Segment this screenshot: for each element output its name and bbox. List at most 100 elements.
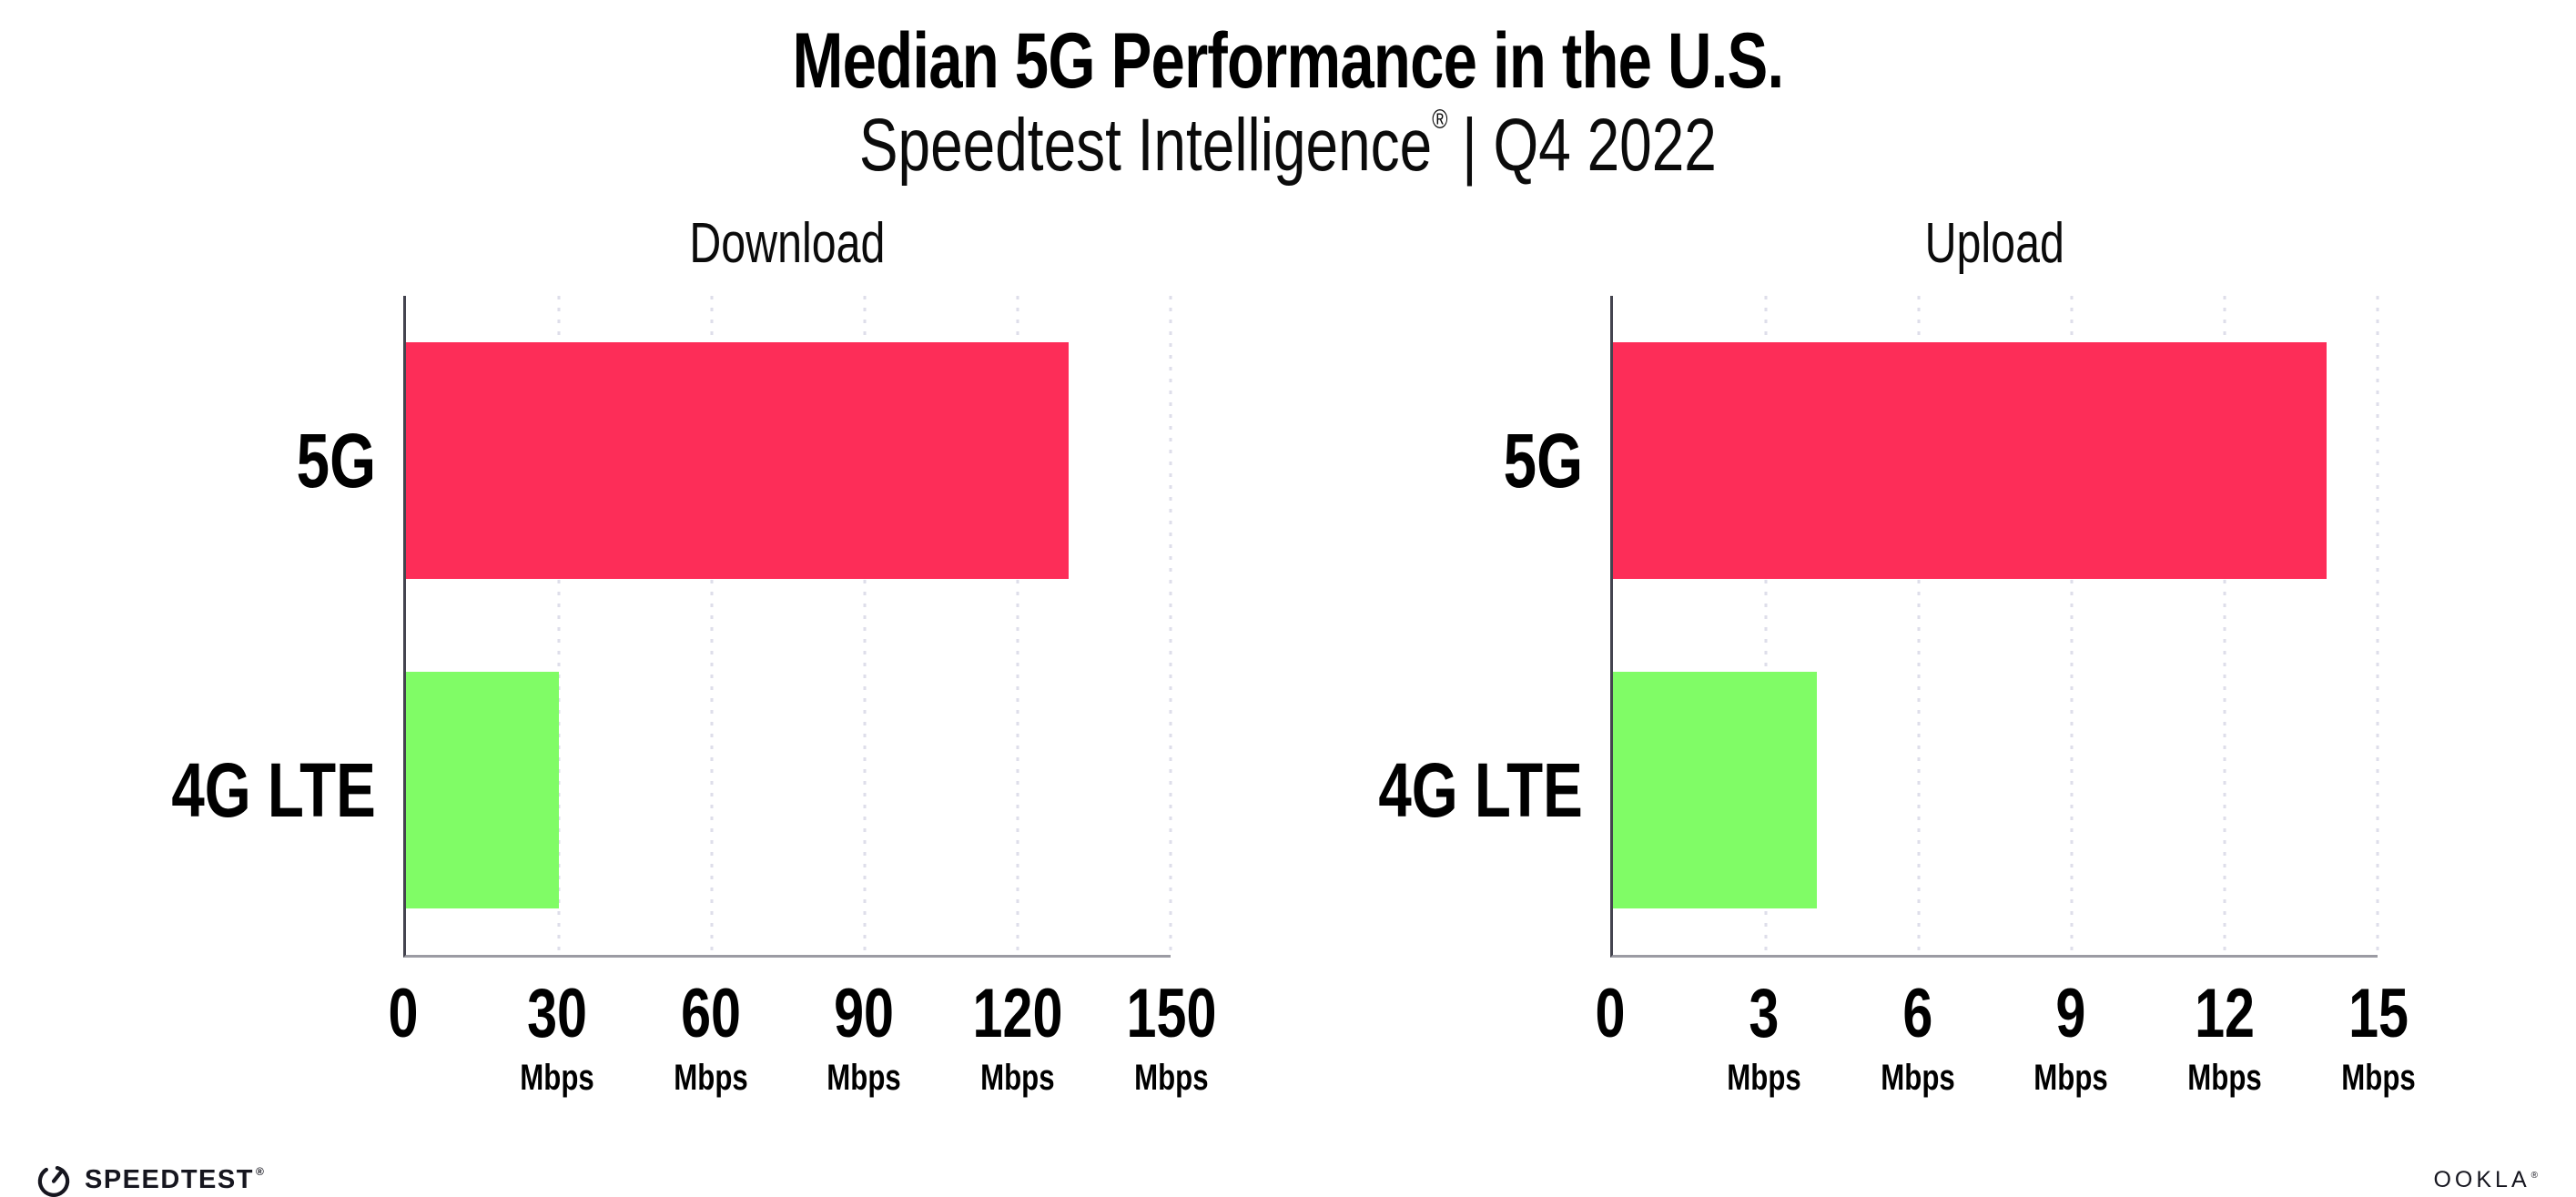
x-tick-12: 12 Mbps	[2177, 979, 2272, 1097]
speedtest-wordmark-text: SPEEDTEST	[85, 1164, 254, 1194]
page-title-text: Median 5G Performance in the U.S.	[792, 17, 1785, 105]
x-tick-unit: Mbps	[960, 1060, 1076, 1096]
bar-4g-lte	[406, 672, 559, 909]
x-tick-value-text: 60	[680, 975, 741, 1053]
category-label-band: 4G LTE	[1346, 625, 1610, 955]
upload-plot-area	[1610, 296, 2379, 959]
upload-plot-wrap: 5G 4G LTE	[1346, 296, 2379, 959]
x-tick-value-text: 0	[388, 975, 419, 1053]
x-tick-value-text: 120	[972, 975, 1063, 1053]
download-plot-area	[403, 296, 1172, 959]
x-tick-unit-text: Mbps	[1134, 1058, 1209, 1099]
gridline-90	[863, 296, 867, 956]
speedtest-logo: SPEEDTEST ®	[35, 1161, 265, 1197]
x-tick-value-text: 9	[2055, 975, 2086, 1053]
x-tick-value-text: 0	[1595, 975, 1626, 1053]
x-tick-value: 90	[816, 979, 911, 1049]
category-label: 4G LTE	[1378, 747, 1583, 834]
ookla-wordmark-text: OOKLA	[2433, 1166, 2530, 1192]
category-label: 4G LTE	[171, 747, 376, 834]
download-category-labels: 5G 4G LTE	[139, 296, 403, 958]
x-tick-value-text: 6	[1902, 975, 1933, 1053]
x-tick-unit-text: Mbps	[2341, 1058, 2416, 1099]
gridline-60	[710, 296, 714, 956]
category-label: 5G	[1503, 418, 1583, 504]
bar-5g	[1613, 342, 2327, 580]
upload-chart-title: Upload	[1610, 216, 2378, 272]
ookla-registered-mark: ®	[2530, 1170, 2541, 1181]
x-tick-unit: Mbps	[1114, 1060, 1230, 1096]
bar-band	[1613, 296, 2378, 625]
category-label-band: 5G	[139, 296, 403, 625]
x-tick-150: 150 Mbps	[1114, 979, 1230, 1097]
gridline-6	[1917, 296, 1921, 956]
subtitle-period: | Q4 2022	[1462, 104, 1717, 188]
x-tick-value-text: 12	[2195, 975, 2256, 1053]
x-tick-60: 60 Mbps	[663, 979, 757, 1099]
registered-trademark-symbol: ®	[1432, 105, 1448, 136]
speedtest-registered-mark: ®	[255, 1164, 266, 1178]
gridline-150	[1169, 296, 1172, 956]
x-tick-unit-text: Mbps	[1727, 1058, 1801, 1099]
header: Median 5G Performance in the U.S. Speedt…	[0, 20, 2576, 185]
x-tick-unit-text: Mbps	[2033, 1058, 2109, 1099]
x-tick-3: 3 Mbps	[1717, 975, 1811, 1097]
x-tick-unit: Mbps	[1870, 1060, 1964, 1096]
gridline-3	[1764, 296, 1768, 956]
x-tick-unit: Mbps	[816, 1060, 911, 1096]
bar-band	[406, 296, 1171, 625]
x-tick-unit: Mbps	[510, 1060, 604, 1096]
page-title: Median 5G Performance in the U.S.	[0, 17, 2576, 105]
gridline-30	[557, 296, 561, 956]
ookla-logo: OOKLA®	[2433, 1167, 2541, 1193]
download-chart-title-text: Download	[689, 212, 886, 276]
x-tick-120: 120 Mbps	[960, 979, 1076, 1097]
x-tick-value-text: 90	[834, 975, 895, 1053]
gridline-12	[2223, 296, 2226, 956]
subtitle-brand: Speedtest Intelligence	[858, 104, 1433, 188]
x-tick-unit: Mbps	[2023, 1060, 2118, 1096]
speedtest-wordmark: SPEEDTEST ®	[85, 1165, 265, 1195]
x-tick-value: 120	[960, 979, 1076, 1049]
category-label-band: 5G	[1346, 296, 1610, 625]
x-tick-unit-text: Mbps	[520, 1058, 594, 1099]
bar-band	[1613, 625, 2378, 955]
x-tick-value: 0	[384, 979, 422, 1049]
x-tick-value: 150	[1114, 979, 1230, 1049]
x-tick-unit-text: Mbps	[1880, 1058, 1955, 1099]
x-tick-30: 30 Mbps	[510, 979, 604, 1097]
charts-row: Download 5G 4G LTE 0 30 Mbps 60 Mbps 90 Mbps 120…	[0, 216, 2576, 1125]
x-tick-unit-text: Mbps	[673, 1058, 748, 1099]
footer: SPEEDTEST ® OOKLA®	[0, 1161, 2576, 1197]
gridline-15	[2376, 296, 2379, 956]
x-tick-value: 30	[510, 979, 604, 1049]
gridline-9	[2070, 296, 2074, 956]
category-label: 5G	[296, 418, 376, 504]
gridline-120	[1016, 296, 1019, 956]
x-tick-value-text: 3	[1749, 975, 1780, 1053]
x-tick-value: 0	[1591, 979, 1629, 1049]
bar-band	[406, 625, 1171, 955]
download-plot-wrap: 5G 4G LTE	[139, 296, 1172, 959]
download-x-axis-ticks: 0 30 Mbps 60 Mbps 90 Mbps 120 Mbps 150 Mbps	[389, 979, 1217, 1125]
bar-4g-lte	[1613, 672, 1817, 909]
x-tick-value: 12	[2177, 979, 2272, 1049]
x-tick-value: 60	[663, 979, 757, 1049]
x-tick-value-text: 15	[2348, 975, 2409, 1053]
x-tick-value-text: 150	[1126, 975, 1217, 1053]
download-chart-title: Download	[403, 216, 1171, 272]
x-tick-value-text: 30	[526, 975, 587, 1053]
x-tick-unit-text: Mbps	[980, 1058, 1055, 1099]
upload-x-axis-ticks: 0 3 Mbps 6 Mbps 9 Mbps 12 Mbps 15 Mbps	[1596, 975, 2416, 1125]
x-tick-90: 90 Mbps	[816, 979, 911, 1097]
bar-5g	[406, 342, 1069, 580]
page-subtitle-text: Speedtest Intelligence® | Q4 2022	[859, 106, 1717, 185]
x-tick-value: 6	[1870, 979, 1964, 1049]
download-chart: Download 5G 4G LTE 0 30 Mbps 60 Mbps 90 Mbps 120…	[139, 216, 1217, 1125]
x-tick-unit: Mbps	[2177, 1060, 2272, 1096]
x-tick-9: 9 Mbps	[2023, 979, 2118, 1097]
upload-chart-title-text: Upload	[1924, 212, 2064, 276]
x-tick-value: 9	[2023, 979, 2118, 1049]
x-tick-unit: Mbps	[2331, 1060, 2426, 1096]
x-tick-unit: Mbps	[1717, 1060, 1811, 1096]
